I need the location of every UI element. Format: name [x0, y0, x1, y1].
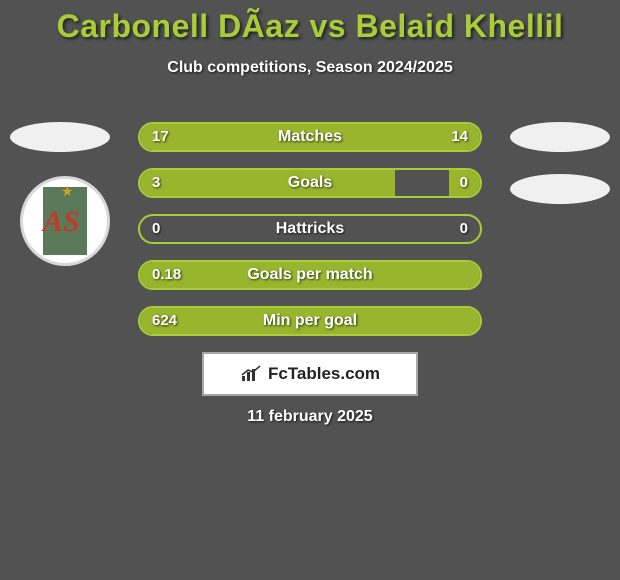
stat-value-right: 0 [460, 216, 468, 242]
chart-icon [240, 365, 262, 383]
page-subtitle: Club competitions, Season 2024/2025 [0, 59, 620, 77]
stat-row-gpm: 0.18 Goals per match [138, 260, 482, 290]
stat-label: Goals per match [140, 262, 480, 288]
stat-row-mpg: 624 Min per goal [138, 306, 482, 336]
left-player-badge [10, 122, 110, 152]
stat-value-right: 0 [460, 170, 468, 196]
stats-container: 17 Matches 14 3 Goals 0 0 Hattricks 0 0.… [138, 122, 482, 352]
stat-row-hattricks: 0 Hattricks 0 [138, 214, 482, 244]
stat-label: Min per goal [140, 308, 480, 334]
left-club-logo: ★ A S [20, 176, 120, 266]
right-player-badge [510, 122, 610, 152]
date-text: 11 february 2025 [0, 408, 620, 426]
brand-text: FcTables.com [268, 364, 380, 384]
stat-label: Hattricks [140, 216, 480, 242]
page-title: Carbonell DÃ­az vs Belaid Khellil [0, 0, 620, 45]
brand-box: FcTables.com [202, 352, 418, 396]
stat-row-matches: 17 Matches 14 [138, 122, 482, 152]
stat-label: Goals [140, 170, 480, 196]
stat-label: Matches [140, 124, 480, 150]
stat-value-right: 14 [451, 124, 468, 150]
right-club-badge [510, 174, 610, 204]
stat-row-goals: 3 Goals 0 [138, 168, 482, 198]
